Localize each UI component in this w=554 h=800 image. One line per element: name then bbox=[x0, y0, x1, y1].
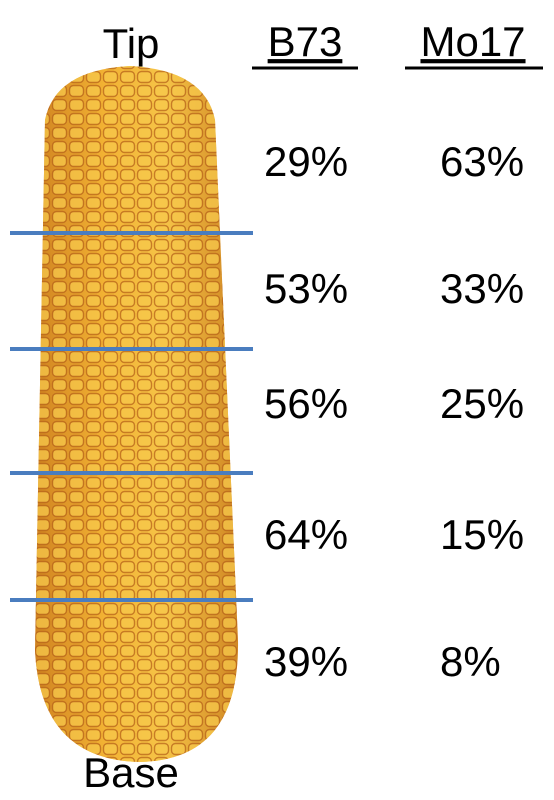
tip-label: Tip bbox=[103, 20, 160, 67]
column-header: B73 bbox=[268, 18, 343, 65]
section-dividers bbox=[10, 231, 253, 602]
cell-value: 39% bbox=[264, 638, 348, 685]
cell-value: 8% bbox=[440, 638, 501, 685]
cell-value: 53% bbox=[264, 265, 348, 312]
corn-cob bbox=[35, 66, 239, 762]
cell-value: 63% bbox=[440, 138, 524, 185]
cell-value: 25% bbox=[440, 380, 524, 427]
value-table: 29% 63% 53% 33% 56% 25% 64% 15% 39% 8% bbox=[264, 138, 524, 685]
cell-value: 15% bbox=[440, 511, 524, 558]
cell-value: 33% bbox=[440, 265, 524, 312]
column-header: Mo17 bbox=[420, 18, 525, 65]
cell-value: 29% bbox=[264, 138, 348, 185]
base-label: Base bbox=[83, 749, 179, 796]
cell-value: 56% bbox=[264, 380, 348, 427]
cell-value: 64% bbox=[264, 511, 348, 558]
